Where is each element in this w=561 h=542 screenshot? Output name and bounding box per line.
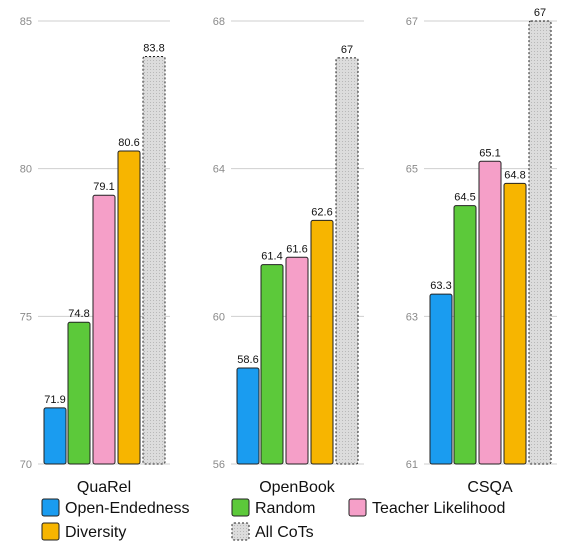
bar-all-cots: [336, 58, 358, 464]
legend-item: Open-Endedness: [42, 499, 190, 517]
data-label: 58.6: [237, 354, 258, 366]
y-tick-label: 75: [20, 311, 32, 323]
panel-title: QuaRel: [77, 479, 131, 496]
panel-0: 70 75 80 85 71.9 74.8 79.1 80.6 83.8 QuaRel: [20, 16, 170, 496]
data-label: 83.8: [143, 42, 164, 54]
bar-diversity: [311, 220, 333, 464]
bar-diversity: [504, 183, 526, 464]
panel-title: CSQA: [467, 479, 513, 496]
data-label: 61.4: [261, 251, 282, 263]
y-tick-label: 70: [20, 459, 32, 471]
y-tick-label: 64: [213, 164, 225, 176]
legend-swatch: [42, 523, 59, 540]
bar-open-endedness: [237, 368, 259, 464]
bar-teacher-likelihood: [286, 257, 308, 464]
legend-label: All CoTs: [255, 524, 314, 541]
legend-swatch: [42, 499, 59, 516]
y-tick-label: 63: [406, 311, 418, 323]
data-label: 62.6: [311, 206, 332, 218]
legend-item: Random: [232, 499, 315, 517]
panel-1: 56 60 64 68 58.6 61.4 61.6 62.6 67 OpenBook: [213, 16, 364, 496]
bar-random: [454, 206, 476, 464]
bar-teacher-likelihood: [93, 195, 115, 464]
data-label: 64.8: [504, 169, 525, 181]
panel-2: 61 63 65 67 63.3 64.5 65.1 64.8 67 CSQA: [406, 7, 557, 496]
legend-item: Diversity: [42, 523, 126, 541]
legend-label: Teacher Likelihood: [372, 500, 505, 517]
legend-swatch: [232, 523, 249, 540]
y-tick-label: 68: [213, 16, 225, 28]
legend-label: Open-Endedness: [65, 500, 190, 517]
data-label: 74.8: [68, 308, 89, 320]
bar-teacher-likelihood: [479, 161, 501, 464]
legend: Open-Endedness Random Teacher Likelihood Di…: [42, 499, 505, 541]
legend-label: Random: [255, 500, 315, 517]
data-label: 61.6: [286, 243, 307, 255]
bar-open-endedness: [430, 294, 452, 464]
y-tick-label: 67: [406, 16, 418, 28]
bar-random: [261, 265, 283, 464]
y-tick-label: 65: [406, 164, 418, 176]
bar-open-endedness: [44, 408, 66, 464]
legend-item: All CoTs: [232, 523, 314, 541]
legend-label: Diversity: [65, 524, 126, 541]
y-tick-label: 56: [213, 459, 225, 471]
y-tick-label: 60: [213, 311, 225, 323]
data-label: 80.6: [118, 137, 139, 149]
data-label: 67: [534, 7, 546, 19]
data-label: 65.1: [479, 147, 500, 159]
y-tick-label: 85: [20, 16, 32, 28]
bar-random: [68, 322, 90, 464]
data-label: 67: [341, 44, 353, 56]
legend-swatch: [349, 499, 366, 516]
data-label: 71.9: [44, 394, 65, 406]
bar-all-cots: [529, 21, 551, 464]
data-label: 64.5: [454, 192, 475, 204]
data-label: 63.3: [430, 280, 451, 292]
data-label: 79.1: [93, 181, 114, 193]
legend-item: Teacher Likelihood: [349, 499, 505, 517]
y-tick-label: 61: [406, 459, 418, 471]
legend-swatch: [232, 499, 249, 516]
bar-all-cots: [143, 56, 165, 464]
panel-title: OpenBook: [259, 479, 336, 496]
y-tick-label: 80: [20, 164, 32, 176]
bar-diversity: [118, 151, 140, 464]
